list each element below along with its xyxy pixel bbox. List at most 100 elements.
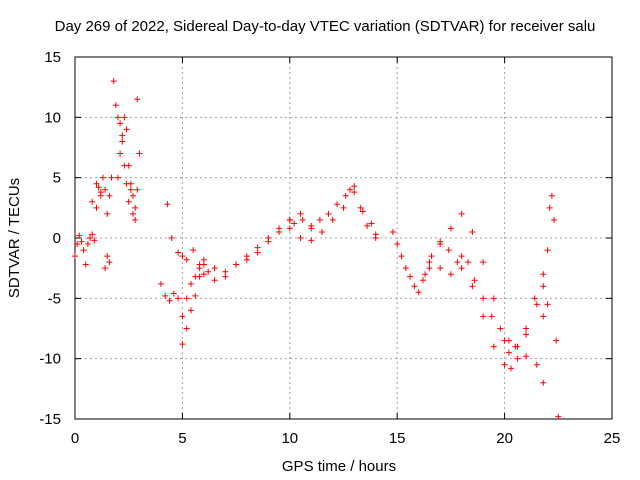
data-point (437, 238, 444, 245)
y-tick-label: 15 (44, 49, 61, 66)
series-arc-11h (291, 189, 379, 238)
data-point (168, 235, 175, 241)
data-point (398, 253, 405, 260)
data-point (179, 313, 186, 320)
data-point (183, 295, 190, 302)
data-point (89, 198, 96, 205)
data-point (351, 189, 358, 196)
data-point (544, 301, 551, 308)
data-point (523, 353, 530, 360)
x-tick-label: 25 (604, 430, 621, 447)
data-point (501, 361, 508, 368)
data-point (523, 331, 530, 338)
data-point (471, 277, 478, 284)
data-point (359, 208, 366, 215)
data-point (104, 253, 111, 260)
data-point (175, 295, 182, 302)
data-point (447, 225, 454, 232)
series-arc-05h (164, 201, 293, 280)
data-point (490, 295, 497, 302)
x-tick-label: 10 (281, 430, 298, 447)
data-point (175, 249, 182, 256)
data-point (183, 325, 190, 332)
data-point (91, 237, 98, 244)
data-point (402, 265, 409, 272)
x-tick-label: 15 (389, 430, 406, 447)
y-tick-label: 0 (53, 230, 61, 247)
series-arc-16h (422, 241, 547, 350)
data-point (132, 204, 139, 211)
x-axis-ticks: 0 5 10 15 20 25 (71, 57, 621, 447)
data-point (108, 174, 115, 181)
data-point (233, 261, 240, 268)
data-point (72, 253, 78, 260)
data-point (389, 228, 396, 235)
data-point (308, 237, 315, 244)
data-point (132, 216, 139, 223)
data-point (445, 247, 452, 254)
data-point (533, 361, 540, 368)
data-point (97, 189, 104, 196)
data-point (447, 271, 454, 278)
data-point (127, 180, 134, 187)
data-point (422, 271, 429, 278)
data-point (428, 253, 435, 260)
data-point (540, 313, 547, 320)
data-point (286, 225, 293, 232)
series-arc-17h (426, 210, 551, 356)
y-tick-label: -15 (39, 411, 61, 428)
data-point (523, 325, 530, 332)
data-point (555, 413, 562, 420)
data-point (121, 114, 128, 121)
data-point (469, 283, 476, 290)
data-point (276, 225, 283, 232)
data-point (114, 174, 121, 181)
data-point (299, 216, 306, 223)
data-point (162, 292, 169, 299)
data-point (546, 204, 553, 211)
data-point (102, 186, 109, 193)
data-point (106, 192, 113, 199)
series-arc-18h (437, 265, 547, 386)
data-point (426, 265, 433, 272)
data-point (533, 301, 540, 308)
data-point (297, 235, 304, 241)
y-tick-label: -10 (39, 351, 61, 368)
series-arc-15h (389, 228, 433, 296)
data-point (291, 220, 298, 227)
data-point (254, 244, 261, 251)
data-point (346, 186, 353, 193)
data-point (325, 210, 332, 217)
data-point (119, 138, 126, 145)
data-point (179, 341, 186, 348)
data-point (308, 225, 315, 232)
data-point (488, 313, 495, 320)
series-arc-10h (286, 183, 379, 244)
data-point (411, 283, 418, 290)
data-point (540, 379, 547, 386)
data-point (372, 231, 379, 238)
y-tick-label: 5 (53, 170, 61, 187)
data-point (334, 201, 341, 208)
data-point (512, 343, 519, 350)
data-point (469, 228, 476, 235)
y-axis-label: SDTVAR / TECUs (6, 178, 23, 298)
data-point (531, 295, 538, 302)
data-point (211, 265, 218, 272)
y-axis-ticks: 15 10 5 0 -5 -10 -15 (39, 49, 612, 428)
data-point (419, 277, 426, 284)
data-point (196, 273, 203, 280)
data-point (458, 253, 465, 260)
data-point (316, 216, 323, 223)
data-point (211, 277, 218, 284)
data-point (114, 114, 121, 121)
data-point (129, 210, 136, 217)
data-point (106, 259, 113, 266)
data-point (200, 271, 207, 278)
grid-lines (75, 57, 612, 419)
data-point (265, 235, 272, 241)
data-point (480, 313, 487, 320)
data-point (286, 216, 293, 223)
data-point (540, 271, 547, 278)
